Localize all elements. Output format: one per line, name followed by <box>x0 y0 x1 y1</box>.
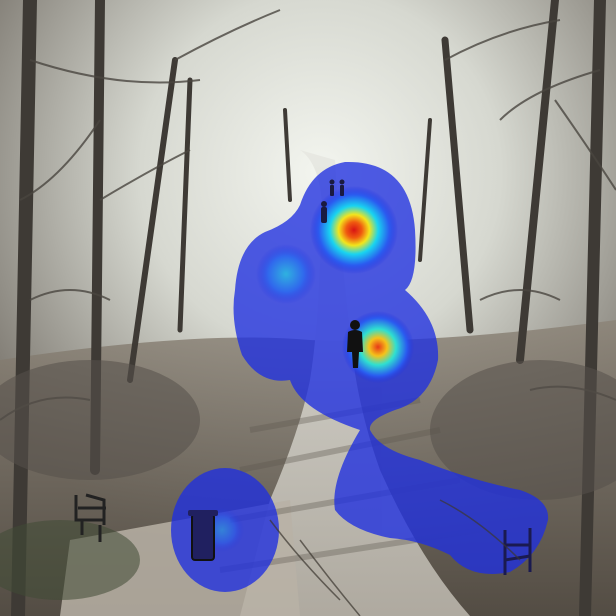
heatmap-hotspot-upper <box>310 186 398 274</box>
heatmap-hotspot-walker <box>342 311 414 383</box>
bench-icon <box>503 528 532 575</box>
heatmap-warm-left <box>256 244 316 304</box>
bench-icon <box>74 493 106 542</box>
trash-bin-icon <box>188 510 218 561</box>
foreground-twigs <box>269 499 521 616</box>
undergrowth <box>0 360 616 600</box>
person-silhouette-icon <box>321 179 345 223</box>
person-silhouette-icon <box>347 320 363 368</box>
